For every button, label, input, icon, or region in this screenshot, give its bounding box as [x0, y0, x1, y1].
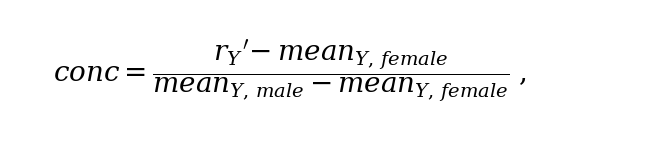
- Text: $\mathit{conc} = \dfrac{\mathit{r}_{Y}\!{\:'}\!-\mathit{mean}_{Y,\,\mathit{femal: $\mathit{conc} = \dfrac{\mathit{r}_{Y}\!…: [53, 38, 526, 104]
